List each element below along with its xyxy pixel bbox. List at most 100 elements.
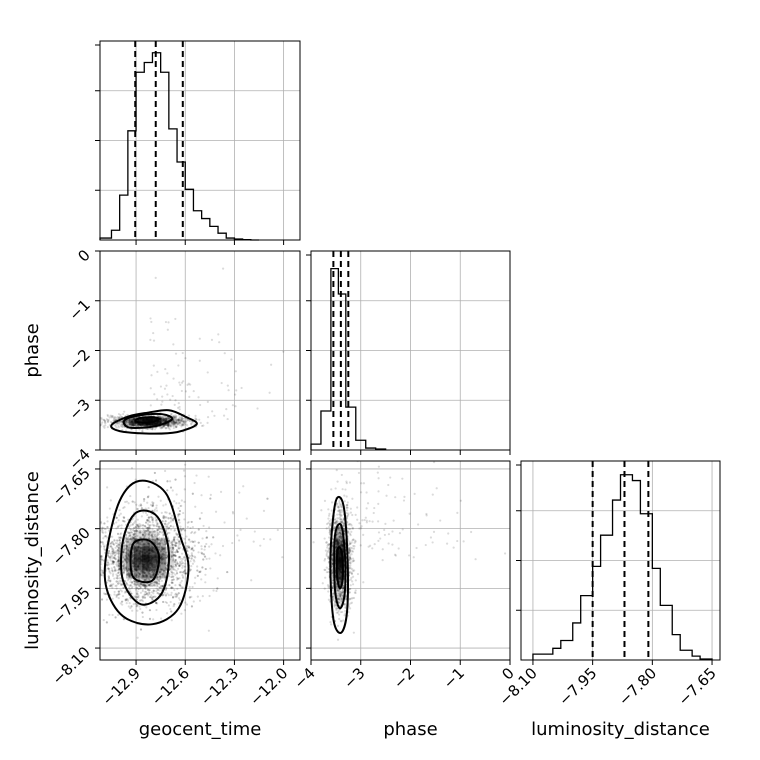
scatter-point	[122, 555, 125, 558]
scatter-point	[359, 544, 362, 547]
scatter-point	[147, 537, 151, 540]
scatter-point	[208, 545, 211, 548]
scatter-point	[123, 563, 126, 566]
scatter-point	[162, 547, 166, 550]
scatter-point	[165, 417, 168, 420]
scatter-point	[166, 556, 169, 559]
scatter-point	[147, 542, 150, 545]
scatter-point	[132, 533, 135, 536]
scatter-point	[148, 544, 151, 547]
scatter-point	[242, 485, 245, 488]
scatter-point	[118, 574, 121, 577]
scatter-point	[146, 526, 149, 530]
scatter-point	[142, 543, 145, 546]
scatter-point	[90, 543, 92, 545]
scatter-point	[175, 564, 178, 568]
scatter-point	[136, 541, 139, 544]
scatter-point	[172, 543, 175, 546]
scatter-point	[151, 502, 155, 506]
scatter-point	[165, 587, 168, 590]
scatter-point	[362, 581, 365, 584]
scatter-point	[174, 352, 178, 355]
scatter-point	[132, 421, 135, 424]
scatter-point	[348, 548, 351, 551]
scatter-point	[112, 549, 115, 552]
scatter-point	[132, 537, 136, 540]
scatter-point	[125, 422, 128, 425]
scatter-point	[129, 524, 132, 527]
scatter-point	[177, 402, 180, 405]
scatter-point	[118, 422, 121, 426]
scatter-point	[114, 557, 117, 560]
scatter-point	[201, 447, 203, 449]
scatter-point	[202, 558, 205, 561]
scatter-point	[115, 561, 118, 564]
scatter-point	[171, 422, 174, 425]
scatter-point	[180, 559, 183, 563]
scatter-point	[174, 426, 177, 429]
scatter-point	[176, 538, 179, 541]
scatter-point	[139, 531, 142, 534]
scatter-point	[336, 595, 340, 598]
scatter-point	[190, 605, 194, 608]
scatter-point	[193, 532, 196, 535]
scatter-point	[170, 555, 173, 558]
scatter-point	[113, 551, 116, 554]
scatter-point	[175, 419, 178, 422]
scatter-point	[231, 541, 234, 545]
scatter-point	[100, 598, 104, 601]
scatter-point	[121, 560, 125, 564]
scatter-point	[150, 516, 153, 519]
scatter-point	[164, 593, 168, 597]
scatter-point	[93, 569, 95, 571]
scatter-point	[117, 590, 120, 593]
scatter-point	[136, 572, 140, 575]
scatter-point	[138, 572, 141, 576]
histogram-steps	[532, 474, 713, 660]
scatter-point	[140, 583, 143, 586]
scatter-point	[159, 426, 162, 429]
scatter-point	[112, 419, 115, 422]
scatter-point	[335, 544, 338, 547]
scatter-point	[163, 417, 166, 421]
scatter-point	[153, 571, 156, 574]
scatter-point	[127, 549, 130, 552]
scatter-point	[86, 551, 88, 553]
scatter-point	[141, 590, 144, 593]
scatter-point	[323, 587, 326, 590]
scatter-point	[107, 418, 110, 422]
scatter-point	[181, 417, 184, 420]
scatter-point	[134, 478, 137, 481]
scatter-point	[180, 499, 183, 502]
scatter-point	[341, 545, 344, 548]
scatter-point	[366, 502, 370, 505]
scatter-point	[332, 528, 335, 531]
scatter-point	[159, 385, 163, 388]
scatter-point	[136, 587, 139, 590]
scatter-point	[340, 503, 343, 506]
scatter-point	[160, 617, 163, 620]
scatter-point	[156, 591, 159, 595]
scatter-point	[125, 565, 128, 569]
scatter-point	[88, 549, 90, 551]
scatter-point	[126, 598, 129, 601]
scatter-point	[158, 536, 161, 539]
scatter-point	[170, 514, 174, 517]
scatter-point	[181, 562, 185, 565]
scatter-point	[146, 592, 149, 596]
scatter-point	[351, 526, 354, 530]
scatter-point	[135, 605, 138, 608]
scatter-point	[147, 495, 150, 498]
scatter-point	[183, 569, 187, 572]
scatter-point	[336, 503, 339, 506]
scatter-point	[133, 580, 137, 583]
scatter-point	[162, 550, 166, 553]
scatter-point	[107, 575, 110, 578]
scatter-point	[163, 538, 166, 541]
scatter-point	[343, 500, 346, 503]
scatter-point	[182, 417, 186, 420]
scatter-point	[164, 523, 167, 526]
scatter-point	[259, 544, 262, 547]
scatter-point	[147, 570, 150, 574]
scatter-point	[94, 520, 96, 522]
